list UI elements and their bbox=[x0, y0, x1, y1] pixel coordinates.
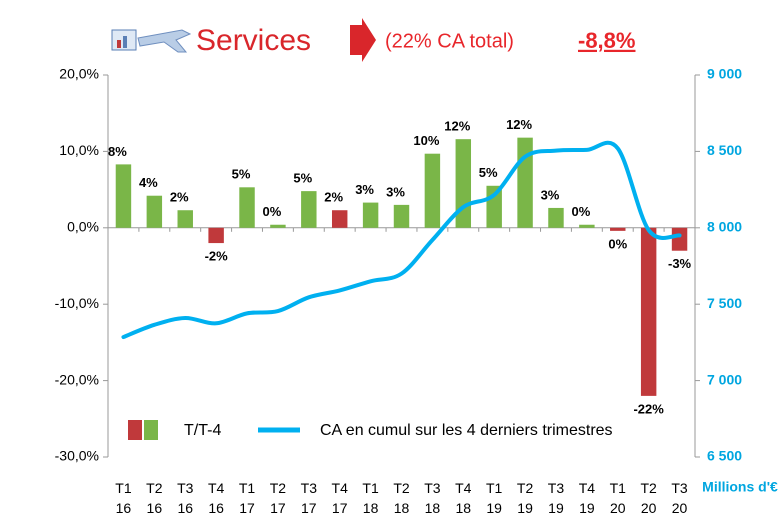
data-label: 12% bbox=[444, 119, 470, 134]
y2-tick-label: 9 000 bbox=[707, 66, 742, 82]
x-tick-label: T2 19 bbox=[516, 480, 534, 516]
x-tick-label: T4 16 bbox=[207, 480, 225, 516]
x-tick-label: T1 16 bbox=[115, 480, 132, 516]
subtitle: (22% CA total) bbox=[385, 30, 514, 52]
bar bbox=[393, 204, 410, 228]
title-icon bbox=[111, 29, 192, 53]
x-tick-label: T2 18 bbox=[393, 480, 410, 516]
x-tick-label: T4 18 bbox=[455, 480, 472, 516]
chart-title: Services bbox=[196, 24, 311, 57]
data-label: 3% bbox=[355, 182, 374, 197]
y-tick-label: -20,0% bbox=[55, 371, 99, 387]
x-tick-label: T3 16 bbox=[177, 480, 194, 516]
x-tick-label: T2 17 bbox=[269, 480, 287, 516]
data-label: -3% bbox=[668, 256, 692, 271]
x-tick-label: T1 20 bbox=[609, 480, 626, 516]
data-label: 2% bbox=[324, 190, 343, 205]
y-tick-label: 20,0% bbox=[59, 66, 99, 82]
x-tick-label: T2 20 bbox=[640, 480, 657, 516]
x-tick-label: T2 16 bbox=[146, 480, 163, 516]
x-tick-label: T3 17 bbox=[300, 480, 317, 516]
data-label: 4% bbox=[139, 175, 158, 190]
y-tick-label: -10,0% bbox=[55, 295, 99, 311]
data-label: 12% bbox=[506, 117, 532, 132]
data-label: 0% bbox=[571, 204, 590, 219]
bar bbox=[239, 187, 255, 228]
data-label: -22% bbox=[633, 401, 664, 416]
bar bbox=[301, 191, 317, 228]
legend-label: CA en cumul sur les 4 derniers trimestre… bbox=[320, 422, 613, 439]
data-label: 3% bbox=[386, 184, 405, 199]
data-label: 3% bbox=[541, 187, 560, 202]
line bbox=[121, 140, 682, 340]
data-label: 8% bbox=[108, 144, 127, 159]
y-tick-label: 10,0% bbox=[59, 142, 99, 158]
bar bbox=[362, 202, 379, 228]
legend-swatch bbox=[144, 420, 158, 440]
bar bbox=[548, 207, 564, 228]
y2-tick-label: 8 500 bbox=[707, 142, 742, 158]
bar bbox=[208, 227, 224, 244]
bar bbox=[146, 195, 163, 228]
bar bbox=[579, 224, 595, 228]
y2-axis-label: Millions d'€ bbox=[702, 479, 778, 495]
bar bbox=[424, 153, 441, 228]
bar bbox=[640, 227, 657, 396]
y-tick-label: -30,0% bbox=[55, 448, 99, 464]
data-label: 5% bbox=[232, 167, 251, 182]
bar bbox=[517, 137, 533, 228]
bar bbox=[177, 210, 193, 228]
data-label: -2% bbox=[205, 249, 229, 264]
data-label: 2% bbox=[170, 190, 189, 205]
bar bbox=[270, 224, 286, 228]
legend-label: T/T-4 bbox=[184, 422, 221, 439]
data-label: 5% bbox=[293, 171, 312, 186]
x-tick-label: T3 19 bbox=[547, 480, 565, 516]
legend-swatch bbox=[128, 420, 142, 440]
x-tick-label: T4 17 bbox=[331, 480, 348, 516]
y2-tick-label: 6 500 bbox=[707, 448, 742, 464]
y2-tick-label: 7 000 bbox=[707, 371, 742, 387]
annotation: -8,8% bbox=[578, 28, 635, 53]
y2-tick-label: 8 000 bbox=[707, 219, 742, 235]
bar bbox=[610, 227, 626, 231]
data-label: 0% bbox=[263, 204, 282, 219]
legend-box bbox=[115, 414, 675, 446]
data-label: 10% bbox=[413, 133, 439, 148]
y-tick-label: 0,0% bbox=[67, 219, 99, 235]
bar bbox=[115, 164, 132, 228]
x-tick-label: T3 18 bbox=[424, 480, 441, 516]
x-tick-label: T1 19 bbox=[486, 480, 503, 516]
x-tick-label: T3 20 bbox=[671, 480, 688, 516]
x-tick-label: T1 17 bbox=[238, 480, 256, 516]
bar bbox=[331, 210, 348, 228]
y2-tick-label: 7 500 bbox=[707, 295, 742, 311]
x-tick-label: T4 19 bbox=[578, 480, 596, 516]
data-label: 5% bbox=[479, 165, 498, 180]
data-label: 0% bbox=[608, 236, 627, 251]
title-arrow bbox=[350, 18, 376, 62]
bar bbox=[671, 227, 688, 251]
x-tick-label: T1 18 bbox=[362, 480, 379, 516]
